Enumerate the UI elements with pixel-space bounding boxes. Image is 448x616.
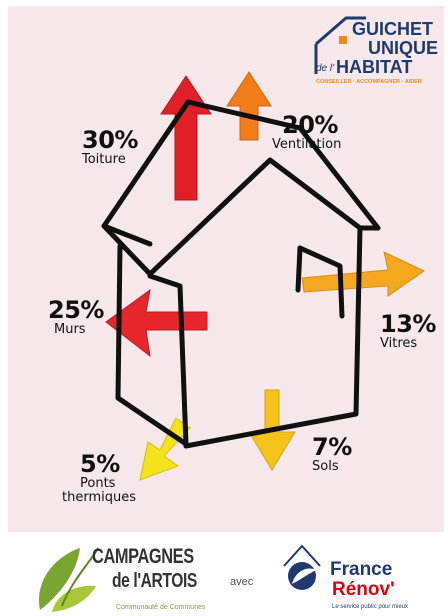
ventilation-label: 20% Ventilation [272,113,341,151]
thermal-bridges-label: 5% Ponts thermiques [62,452,136,504]
campagnes-line2: de l'ARTOIS [112,570,197,592]
campagnes-line1: CAMPAGNES [92,545,194,568]
floors-label: 7% Sols [312,435,352,473]
france-renov-sub: Le service public pour mieux [332,604,409,610]
guichet-logo-line3-prefix: de l' [316,63,335,74]
guichet-logo-line3: HABITAT [336,57,413,77]
floors-percent: 7% [312,433,352,461]
france-renov-line2: Rénov' [332,579,395,600]
roof-name: Toiture [82,152,126,167]
walls-percent: 25% [48,296,104,324]
campagnes-sub: Communauté de Communes [116,604,206,611]
guichet-logo-line2: UNIQUE [368,38,439,58]
ventilation-arrow [226,71,272,141]
windows-name: Vitres [380,336,418,351]
thermal-bridges-percent: 5% [80,450,120,478]
guichet-logo-line1: GUICHET [352,19,433,39]
floors-name: Sols [312,459,339,474]
windows-arrow [301,251,425,297]
avec-connector: avec [230,576,254,588]
walls-arrow [105,288,208,358]
roof-label: 30% Toiture [82,128,138,166]
thermal-bridges-name-line1: Ponts [80,476,116,491]
france-renov-line1: France [330,559,393,580]
walls-name: Murs [54,322,86,337]
house-outline [101,99,381,449]
thermal-bridges-name-line2: thermiques [62,490,136,505]
windows-label: 13% Vitres [380,312,436,350]
guichet-logo-tagline: CONSEILLER · ACCOMPAGNER · AIDER [316,79,422,85]
windows-percent: 13% [380,310,436,338]
infographic-panel [8,6,444,532]
ventilation-percent: 20% [282,111,338,139]
roof-percent: 30% [82,126,138,154]
ventilation-name: Ventilation [272,137,342,152]
walls-label: 25% Murs [48,298,104,336]
